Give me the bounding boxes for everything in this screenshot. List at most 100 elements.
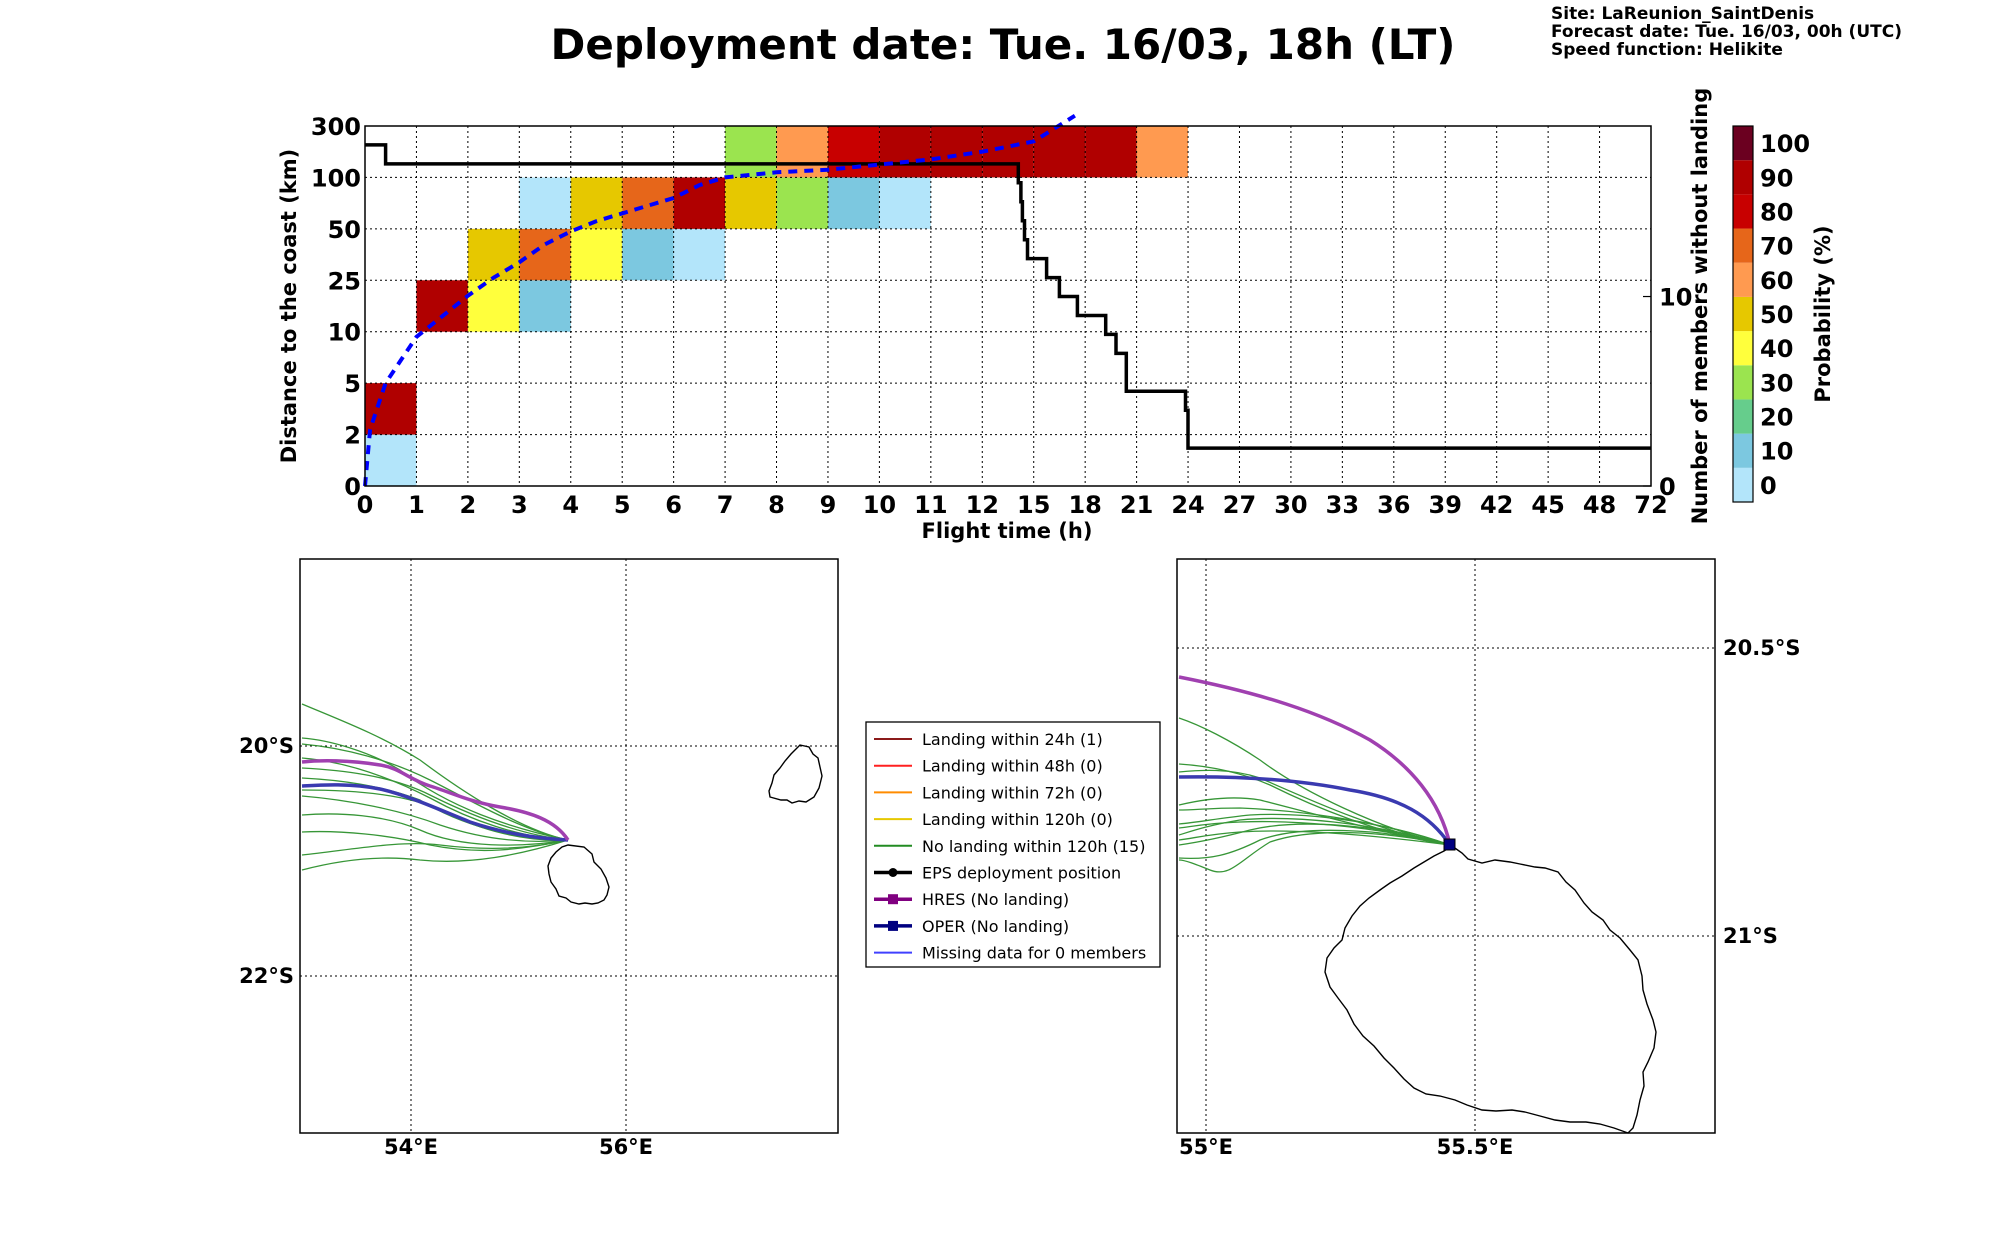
x-tick-label: 42: [1480, 491, 1513, 519]
legend-label: Landing within 24h (1): [922, 730, 1103, 749]
left-map-y-ticks: 20°S 22°S: [239, 734, 294, 988]
right-map-hres-track: [1178, 675, 1452, 846]
members-without-landing-line: [365, 143, 1651, 450]
heatmap-grid: [365, 126, 1651, 486]
x-tick-label: 6: [665, 491, 682, 519]
legend-label: Landing within 72h (0): [922, 783, 1103, 802]
reunion-coastline-detail: [1324, 845, 1657, 1134]
y-tick-label: 0: [344, 473, 361, 501]
heatmap-cell: [467, 280, 520, 332]
legend-item: Landing within 24h (1): [874, 730, 1103, 749]
colorbar-tick-label: 50: [1760, 301, 1793, 329]
heatmap-cell: [519, 280, 571, 332]
heatmap-right-label: Number of members without landing: [1688, 88, 1712, 525]
right-map-y-ticks: 20.5°S 21°S: [1723, 636, 1800, 948]
heatmap-cell: [776, 126, 828, 178]
legend-item: HRES (No landing): [874, 890, 1069, 909]
y-tick-label: 25: [328, 267, 361, 295]
legend-items: Landing within 24h (1) Landing within 48h…: [874, 730, 1146, 963]
x-tick-label: 48: [1583, 491, 1616, 519]
heatmap-cell: [725, 126, 777, 178]
heatmap-frame: [364, 125, 1652, 487]
x-tick-label: 36: [1377, 491, 1410, 519]
x-tick-label: 30: [1274, 491, 1307, 519]
heatmap-cell: [622, 228, 674, 281]
legend-item: Landing within 120h (0): [874, 810, 1113, 829]
heatmap-cell: [827, 126, 880, 178]
speed-info: Speed function: Helikite: [1551, 40, 1783, 60]
legend-label: No landing within 120h (15): [922, 837, 1145, 856]
legend-marker: [888, 894, 898, 905]
figure-title: Deployment date: Tue. 16/03, 18h (LT): [551, 20, 1456, 69]
heatmap-right-ticks: 0 10: [1643, 284, 1692, 501]
x-tick-label: 21: [1120, 491, 1153, 519]
colorbar-ticks: 0 10 20 30 40 50 60 70 80 90 100: [1760, 130, 1810, 500]
legend: Landing within 24h (1) Landing within 48h…: [865, 721, 1161, 968]
colorbar-tick-label: 20: [1760, 404, 1793, 432]
colorbar-tick-label: 30: [1760, 369, 1793, 397]
right-map: 55°E 55.5°E 20.5°S 21°S: [1176, 558, 1800, 1159]
legend-item: Landing within 72h (0): [874, 783, 1103, 802]
x-tick-label: 1: [408, 491, 425, 519]
left-map-y-tick: 20°S: [239, 734, 294, 758]
colorbar-label: Probability (%): [1811, 225, 1835, 402]
left-map-hres-track: [301, 759, 570, 842]
right-tick-label: 0: [1659, 473, 1676, 501]
colorbar-segment: [1733, 296, 1753, 332]
colorbar-tick-label: 60: [1760, 267, 1793, 295]
x-tick-label: 39: [1429, 491, 1462, 519]
right-map-x-tick: 55.5°E: [1437, 1135, 1514, 1159]
y-tick-label: 50: [328, 216, 361, 244]
heatmap-cell: [467, 228, 520, 281]
right-map-y-tick: 20.5°S: [1723, 636, 1800, 660]
y-tick-label: 2: [344, 422, 361, 450]
x-tick-label: 10: [863, 491, 896, 519]
x-tick-label: 24: [1171, 491, 1204, 519]
heatmap-cell: [1033, 126, 1086, 178]
left-map: 54°E 56°E 20°S 22°S: [239, 558, 839, 1159]
left-map-x-ticks: 54°E 56°E: [384, 1135, 653, 1159]
y-tick-label: 300: [311, 113, 361, 141]
legend-label: Landing within 120h (0): [922, 810, 1113, 829]
left-map-grid: [300, 559, 838, 1133]
x-tick-label: 15: [1017, 491, 1050, 519]
x-tick-label: 2: [460, 491, 477, 519]
heatmap-cell: [673, 228, 726, 281]
legend-marker: [888, 920, 898, 931]
heatmap-x-label: Flight time (h): [922, 519, 1093, 543]
heatmap-cell: [365, 383, 417, 435]
right-map-oper-track: [1178, 775, 1452, 846]
legend-label: HRES (No landing): [922, 890, 1069, 909]
colorbar-segment: [1733, 399, 1753, 434]
left-map-y-tick: 22°S: [239, 964, 294, 988]
deployment-marker: [1443, 838, 1456, 851]
site-info: Site: LaReunion_SaintDenis: [1551, 4, 1814, 24]
colorbar: [1733, 126, 1753, 502]
colorbar-tick-label: 90: [1760, 164, 1793, 192]
heatmap-cell: [365, 434, 417, 486]
left-map-oper-track: [301, 783, 569, 842]
heatmap-cell: [1085, 126, 1137, 178]
colorbar-segment: [1733, 467, 1753, 502]
heatmap-cell: [879, 126, 931, 178]
y-tick-label: 100: [311, 164, 361, 192]
x-tick-label: 45: [1531, 491, 1564, 519]
heatmap-cell: [982, 126, 1034, 178]
left-map-x-tick: 56°E: [599, 1135, 653, 1159]
colorbar-segment: [1733, 262, 1753, 297]
legend-item: EPS deployment position: [874, 864, 1121, 883]
x-tick-label: 5: [614, 491, 631, 519]
right-tick-label: 10: [1659, 284, 1692, 312]
heatmap-cell: [622, 177, 674, 229]
heatmap-cell: [725, 177, 777, 229]
colorbar-tick-label: 100: [1760, 130, 1810, 158]
x-tick-label: 33: [1326, 491, 1359, 519]
y-tick-label: 5: [344, 370, 361, 398]
colorbar-tick-label: 80: [1760, 198, 1793, 226]
legend-marker: [888, 868, 898, 877]
colorbar-segment: [1733, 433, 1753, 468]
x-tick-label: 12: [966, 491, 999, 519]
reunion-coastline: [547, 844, 610, 905]
